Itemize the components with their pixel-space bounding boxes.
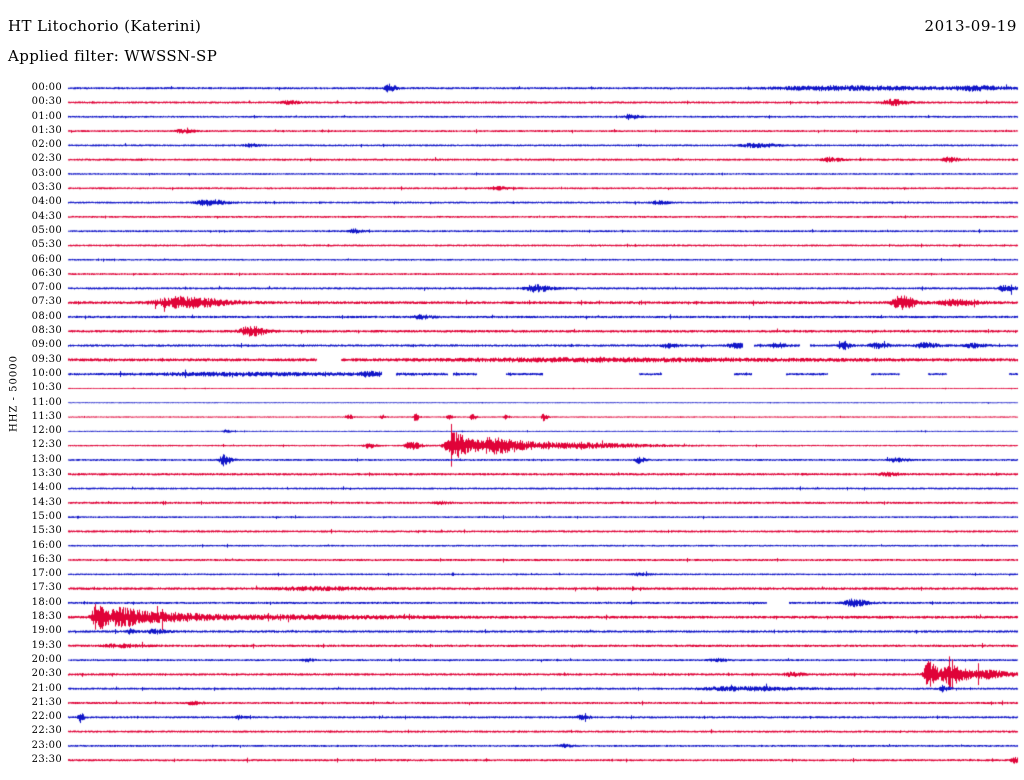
time-label: 17:30 — [31, 582, 62, 594]
time-label: 20:00 — [31, 653, 62, 665]
time-label: 15:30 — [31, 525, 62, 537]
time-label: 19:00 — [31, 625, 62, 637]
time-label: 02:30 — [31, 153, 62, 165]
time-label: 05:30 — [31, 239, 62, 251]
time-label: 11:00 — [31, 396, 62, 408]
time-label: 14:30 — [31, 496, 62, 508]
time-label: 13:00 — [31, 453, 62, 465]
time-label: 23:00 — [31, 739, 62, 751]
record-date: 2013-09-19 — [924, 17, 1017, 35]
time-label: 12:00 — [31, 425, 62, 437]
time-label: 21:00 — [31, 682, 62, 694]
time-label: 02:00 — [31, 139, 62, 151]
time-label: 09:30 — [31, 353, 62, 365]
time-label: 14:00 — [31, 482, 62, 494]
time-label: 01:00 — [31, 110, 62, 122]
time-label: 18:00 — [31, 596, 62, 608]
time-label: 12:30 — [31, 439, 62, 451]
time-label: 16:30 — [31, 553, 62, 565]
time-label: 00:00 — [31, 82, 62, 93]
time-label: 05:00 — [31, 224, 62, 236]
time-label: 08:00 — [31, 310, 62, 322]
time-label: 09:00 — [31, 339, 62, 351]
time-label: 08:30 — [31, 325, 62, 337]
channel-scale-label: HHZ - 50000 — [8, 355, 20, 432]
time-label: 07:00 — [31, 282, 62, 294]
time-label: 19:30 — [31, 639, 62, 651]
filter-label: Applied filter: WWSSN-SP — [8, 47, 218, 65]
time-label: 06:30 — [31, 267, 62, 279]
time-label: 13:30 — [31, 468, 62, 480]
station-title: HT Litochorio (Katerini) — [8, 17, 202, 35]
time-label: 03:30 — [31, 182, 62, 194]
time-label: 15:00 — [31, 510, 62, 522]
time-label: 07:30 — [31, 296, 62, 308]
time-label: 06:00 — [31, 253, 62, 265]
time-label: 17:00 — [31, 568, 62, 580]
time-label: 20:30 — [31, 668, 62, 680]
time-label: 00:30 — [31, 96, 62, 108]
time-label: 22:30 — [31, 725, 62, 737]
time-label: 23:30 — [31, 754, 62, 765]
time-label: 16:00 — [31, 539, 62, 551]
time-label: 18:30 — [31, 611, 62, 623]
time-label: 04:30 — [31, 210, 62, 222]
time-label: 10:30 — [31, 382, 62, 394]
time-label: 10:00 — [31, 367, 62, 379]
time-label: 11:30 — [31, 410, 62, 422]
time-label: 22:00 — [31, 711, 62, 723]
time-label: 01:30 — [31, 124, 62, 136]
time-label: 04:00 — [31, 196, 62, 208]
time-label: 21:30 — [31, 696, 62, 708]
time-label: 03:00 — [31, 167, 62, 179]
